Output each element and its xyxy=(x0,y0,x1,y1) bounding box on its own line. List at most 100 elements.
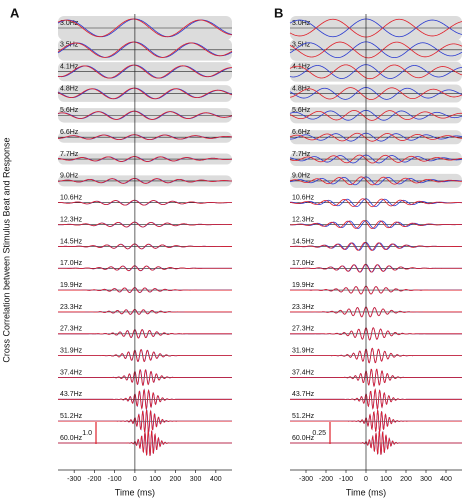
cross-correlation-trace xyxy=(58,409,232,433)
cross-correlation-trace xyxy=(58,329,232,339)
cross-correlation-trace xyxy=(57,87,233,100)
cross-correlation-trace xyxy=(57,18,233,38)
cross-correlation-trace xyxy=(57,41,233,58)
row-label: 31.9Hz xyxy=(60,347,83,354)
row-label: 9.0Hz xyxy=(292,173,311,180)
scale-bar-label: 1.0 xyxy=(82,430,92,437)
x-tick-label: -300 xyxy=(299,476,313,483)
x-tick-label: -100 xyxy=(339,476,353,483)
cross-correlation-trace xyxy=(289,154,463,164)
x-tick-label: 0 xyxy=(133,476,137,483)
row-label: 4.1Hz xyxy=(60,64,79,71)
x-tick-label: -200 xyxy=(87,476,101,483)
row-label: 37.4Hz xyxy=(60,369,83,376)
cross-correlation-trace xyxy=(57,156,233,162)
x-tick-label: -100 xyxy=(108,476,122,483)
row-label: 60.0Hz xyxy=(60,435,83,442)
row-label: 14.5Hz xyxy=(60,238,83,245)
row-label: 12.3Hz xyxy=(292,216,315,223)
row-label: 23.3Hz xyxy=(60,304,83,311)
row-label: 17.0Hz xyxy=(60,260,83,267)
x-tick-label: 200 xyxy=(400,476,412,483)
cross-correlation-trace xyxy=(290,347,462,364)
cross-correlation-trace xyxy=(57,265,232,272)
cross-correlation-trace xyxy=(290,242,462,251)
cross-correlation-trace xyxy=(58,309,232,315)
panel-label: B xyxy=(274,5,283,20)
row-label: 3.0Hz xyxy=(292,20,311,27)
row-label: 51.2Hz xyxy=(292,413,315,420)
cross-correlation-trace xyxy=(289,132,463,142)
row-label: 43.7Hz xyxy=(292,391,315,398)
cross-correlation-trace xyxy=(289,87,463,100)
row-label: 19.9Hz xyxy=(60,282,83,289)
cross-correlation-trace xyxy=(290,388,462,410)
y-axis-label: Cross Correlation between Stimulus Beat … xyxy=(1,137,11,362)
cross-correlation-trace xyxy=(290,263,462,273)
row-label: 7.7Hz xyxy=(60,151,79,158)
cross-correlation-trace xyxy=(289,198,463,208)
cross-correlation-trace xyxy=(289,18,463,38)
cross-correlation-trace xyxy=(290,430,462,455)
cross-correlation-trace xyxy=(290,408,462,432)
row-label: 23.3Hz xyxy=(292,304,315,311)
x-tick-label: 400 xyxy=(440,476,452,483)
x-tick-label: 300 xyxy=(420,476,432,483)
cross-correlation-trace xyxy=(57,87,233,100)
scale-bar-label: 0.25 xyxy=(312,430,326,437)
cross-correlation-trace xyxy=(289,87,463,100)
row-label: 27.3Hz xyxy=(292,326,315,333)
row-label: 17.0Hz xyxy=(292,260,315,267)
x-tick-label: -200 xyxy=(319,476,333,483)
x-tick-label: 400 xyxy=(210,476,222,483)
cross-correlation-trace xyxy=(289,64,463,80)
panel-label: A xyxy=(10,5,20,20)
cross-correlation-trace xyxy=(58,429,232,457)
row-label: 4.8Hz xyxy=(60,85,79,92)
row-label: 10.6Hz xyxy=(292,195,315,202)
cross-correlation-trace xyxy=(289,220,462,229)
cross-correlation-trace xyxy=(57,178,233,184)
row-label: 37.4Hz xyxy=(292,369,315,376)
row-label: 27.3Hz xyxy=(60,326,83,333)
cross-correlation-trace xyxy=(58,349,232,363)
cross-correlation-trace xyxy=(57,110,233,120)
row-label: 3.0Hz xyxy=(60,20,79,27)
row-label: 5.6Hz xyxy=(60,107,79,114)
cross-correlation-trace xyxy=(290,327,462,341)
cross-correlation-trace xyxy=(289,176,463,186)
row-label: 7.7Hz xyxy=(292,151,311,158)
row-label: 5.6Hz xyxy=(292,107,311,114)
cross-correlation-trace xyxy=(58,243,232,250)
row-label: 6.6Hz xyxy=(292,129,311,136)
row-label: 12.3Hz xyxy=(60,216,83,223)
row-label: 43.7Hz xyxy=(60,391,83,398)
cross-correlation-trace xyxy=(290,285,462,295)
row-label: 31.9Hz xyxy=(292,347,315,354)
x-tick-label: 200 xyxy=(170,476,182,483)
cross-correlation-trace xyxy=(289,198,463,208)
cross-correlation-trace xyxy=(290,306,462,318)
row-label: 9.0Hz xyxy=(60,173,79,180)
cross-correlation-trace xyxy=(58,388,232,410)
cross-correlation-trace xyxy=(289,176,463,186)
cross-correlation-trace xyxy=(57,134,233,141)
cross-correlation-trace xyxy=(58,368,232,386)
x-tick-label: 100 xyxy=(149,476,161,483)
row-label: 51.2Hz xyxy=(60,413,83,420)
cross-correlation-trace xyxy=(289,109,463,121)
row-label: 4.8Hz xyxy=(292,85,311,92)
x-axis-label: Time (ms) xyxy=(115,487,155,497)
row-label: 14.5Hz xyxy=(292,238,315,245)
x-tick-label: 0 xyxy=(364,476,368,483)
row-label: 6.6Hz xyxy=(60,129,79,136)
x-tick-label: 100 xyxy=(380,476,392,483)
row-label: 10.6Hz xyxy=(60,195,83,202)
cross-correlation-trace xyxy=(289,41,463,59)
row-label: 19.9Hz xyxy=(292,282,315,289)
x-tick-label: 300 xyxy=(190,476,202,483)
cross-correlation-trace xyxy=(57,41,233,58)
cross-correlation-trace xyxy=(57,199,233,206)
cross-correlation-trace xyxy=(289,41,463,59)
